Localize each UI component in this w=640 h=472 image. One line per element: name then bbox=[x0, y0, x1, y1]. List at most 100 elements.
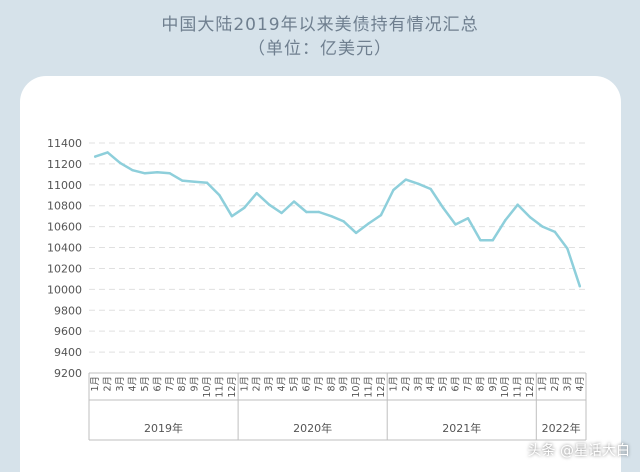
y-tick-label: 9400 bbox=[54, 346, 82, 359]
x-month-label: 8月 bbox=[326, 376, 337, 392]
data-point bbox=[441, 206, 445, 210]
y-tick-label: 10600 bbox=[47, 221, 82, 234]
data-point bbox=[218, 194, 221, 197]
data-point bbox=[94, 155, 97, 158]
x-year-label: 2022年 bbox=[542, 421, 581, 435]
data-point bbox=[379, 213, 383, 217]
data-point bbox=[156, 171, 159, 174]
data-point bbox=[354, 231, 358, 235]
x-month-label: 9月 bbox=[339, 376, 350, 392]
x-month-label: 1月 bbox=[538, 376, 549, 392]
x-month-label: 6月 bbox=[301, 376, 312, 392]
x-month-label: 7月 bbox=[314, 376, 325, 392]
x-month-label: 10月 bbox=[351, 376, 362, 398]
x-month-label: 12月 bbox=[525, 376, 536, 398]
y-tick-label: 10000 bbox=[47, 283, 82, 296]
x-month-label: 8月 bbox=[475, 376, 486, 392]
data-point bbox=[118, 161, 122, 165]
data-point bbox=[305, 210, 308, 214]
y-tick-label: 10200 bbox=[47, 262, 82, 275]
data-point bbox=[280, 211, 283, 215]
y-tick-label: 10400 bbox=[47, 242, 82, 255]
x-month-label: 11月 bbox=[364, 376, 375, 398]
x-month-label: 11月 bbox=[214, 376, 225, 398]
chart-title: 中国大陆2019年以来美债持有情况汇总 bbox=[161, 15, 479, 35]
x-month-label: 5月 bbox=[289, 376, 300, 392]
data-point bbox=[243, 206, 246, 210]
y-tick-label: 11000 bbox=[47, 179, 82, 192]
x-month-label: 2月 bbox=[401, 376, 412, 392]
y-tick-label: 11400 bbox=[47, 137, 82, 150]
data-point bbox=[180, 179, 184, 182]
x-month-label: 11月 bbox=[513, 376, 524, 398]
x-month-label: 8月 bbox=[177, 376, 188, 392]
x-month-label: 4月 bbox=[426, 376, 437, 392]
data-point bbox=[143, 172, 147, 175]
data-point bbox=[205, 181, 209, 184]
x-month-label: 3月 bbox=[264, 376, 275, 392]
data-point bbox=[528, 216, 532, 219]
x-month-label: 3月 bbox=[562, 376, 573, 392]
data-point bbox=[417, 182, 420, 185]
data-point bbox=[504, 219, 507, 222]
x-month-label: 2月 bbox=[252, 376, 263, 392]
x-year-label: 2020年 bbox=[293, 421, 332, 435]
x-month-label: 10月 bbox=[500, 376, 511, 398]
data-point bbox=[342, 220, 345, 223]
x-month-label: 3月 bbox=[413, 376, 424, 392]
y-tick-label: 10800 bbox=[47, 200, 82, 213]
x-year-label: 2021年 bbox=[442, 421, 481, 435]
data-point bbox=[292, 200, 296, 203]
x-month-label: 6月 bbox=[152, 376, 163, 392]
data-point bbox=[168, 172, 171, 175]
x-month-label: 1月 bbox=[388, 376, 399, 392]
x-month-label: 6月 bbox=[451, 376, 462, 392]
y-tick-label: 9600 bbox=[54, 325, 82, 338]
chart-card bbox=[20, 76, 621, 472]
y-tick-label: 11200 bbox=[47, 158, 82, 171]
data-point bbox=[367, 222, 370, 225]
x-month-label: 4月 bbox=[277, 376, 288, 392]
x-month-label: 10月 bbox=[202, 376, 213, 398]
x-month-label: 5月 bbox=[140, 376, 151, 392]
data-point bbox=[479, 239, 482, 242]
x-month-label: 7月 bbox=[165, 376, 176, 392]
watermark: 头条 @星话大白 bbox=[527, 443, 630, 459]
x-month-label: 4月 bbox=[575, 376, 586, 392]
x-month-label: 9月 bbox=[190, 376, 201, 392]
x-month-label: 5月 bbox=[438, 376, 449, 392]
x-month-label: 12月 bbox=[376, 376, 387, 398]
data-point bbox=[230, 214, 234, 218]
x-month-label: 4月 bbox=[127, 376, 138, 392]
data-point bbox=[106, 151, 109, 154]
data-point bbox=[454, 223, 457, 226]
y-tick-label: 9800 bbox=[54, 304, 82, 317]
x-month-label: 1月 bbox=[90, 376, 101, 392]
x-year-label: 2019年 bbox=[144, 421, 183, 435]
chart-subtitle: （单位：亿美元） bbox=[248, 39, 392, 59]
data-point bbox=[429, 187, 432, 191]
data-point bbox=[317, 210, 321, 214]
data-point bbox=[131, 168, 134, 172]
x-month-label: 9月 bbox=[488, 376, 499, 392]
data-point bbox=[516, 203, 519, 206]
x-month-label: 7月 bbox=[463, 376, 474, 392]
x-month-label: 2月 bbox=[103, 376, 114, 392]
x-month-label: 3月 bbox=[115, 376, 126, 392]
y-tick-label: 9200 bbox=[54, 367, 82, 380]
data-point bbox=[193, 180, 196, 183]
data-point bbox=[404, 178, 408, 181]
data-point bbox=[566, 247, 569, 250]
series-line bbox=[93, 151, 582, 288]
data-point bbox=[255, 191, 258, 195]
data-point bbox=[267, 203, 271, 206]
x-month-label: 2月 bbox=[550, 376, 561, 392]
data-point bbox=[491, 239, 495, 242]
data-point bbox=[578, 285, 581, 288]
x-month-label: 12月 bbox=[227, 376, 238, 398]
data-point bbox=[466, 217, 470, 220]
data-point bbox=[392, 188, 395, 192]
x-month-label: 1月 bbox=[239, 376, 250, 392]
data-point bbox=[541, 225, 544, 228]
